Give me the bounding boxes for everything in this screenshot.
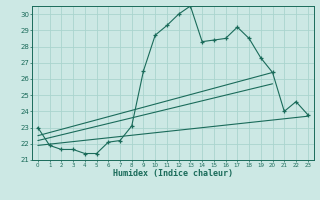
X-axis label: Humidex (Indice chaleur): Humidex (Indice chaleur) (113, 169, 233, 178)
